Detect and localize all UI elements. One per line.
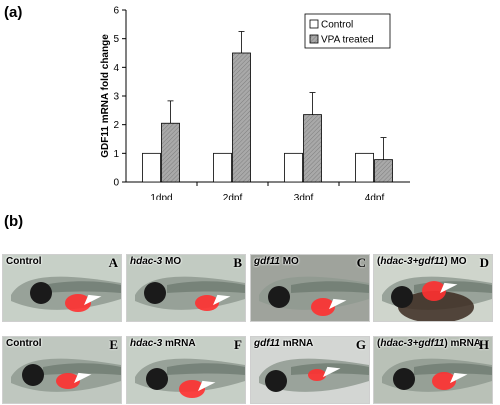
y-tick-label: 4 <box>113 63 119 74</box>
label-gene: gdf11 <box>254 338 280 349</box>
bar-control <box>213 152 232 183</box>
x-tick-label: 2dpf <box>223 193 243 200</box>
micrograph-label: Control <box>6 338 42 349</box>
label-gene: hdac-3+gdf11 <box>380 338 445 349</box>
bar-vpa-treated <box>374 159 393 183</box>
subpanel-letter: F <box>234 337 242 352</box>
panel-a-label: (a) <box>4 4 23 21</box>
label-gene: hdac-3 <box>130 256 163 267</box>
micrograph-h: (hdac-3+gdf11) mRNA H <box>373 336 493 404</box>
subpanel-letter: C <box>356 255 366 270</box>
micrograph-label: (hdac-3+gdf11) mRNA <box>377 338 481 349</box>
x-tick-label: 3dpf <box>294 193 314 200</box>
panel-b-label: (b) <box>4 213 24 230</box>
y-tick-label: 5 <box>113 34 119 45</box>
y-tick-label: 0 <box>113 178 119 189</box>
micrograph-label: hdac-3 MO <box>130 256 181 267</box>
legend <box>304 13 391 49</box>
legend-label: Control <box>321 20 353 31</box>
label-gene: gdf11 <box>254 256 280 267</box>
micrograph-e: Control E <box>2 336 122 404</box>
legend-swatch <box>309 34 319 44</box>
zebrafish-larva-image <box>259 276 369 316</box>
bar-chart: 0 1 2 3 4 5 6 GDF11 mRNA fold change 1dpd 2dpf 3dp… <box>100 6 410 200</box>
subpanel-letter: B <box>233 255 242 270</box>
subpanel-letter: E <box>109 337 118 352</box>
y-axis-label: GDF11 mRNA fold change <box>100 34 111 158</box>
zebrafish-larva-image <box>135 358 245 398</box>
x-tick-label: 4dpf <box>365 193 385 200</box>
legend-swatch <box>309 19 319 29</box>
zebrafish-larva-image <box>382 276 492 321</box>
micrograph-label: gdf11 MO <box>254 256 299 267</box>
zebrafish-larva-image <box>11 358 121 392</box>
bar-vpa-treated <box>161 122 180 183</box>
bar-control <box>142 152 161 183</box>
micrograph-label: Control <box>6 256 42 267</box>
x-tick-label: 1dpd <box>150 193 172 200</box>
micrograph-f: hdac-3 mRNA F <box>126 336 246 404</box>
zebrafish-larva-image <box>259 358 369 392</box>
label-prefix: Control <box>6 338 42 349</box>
label-prefix: Control <box>6 256 42 267</box>
zebrafish-larva-image <box>382 358 492 392</box>
label-suffix: mRNA <box>162 338 196 349</box>
label-suffix: mRNA <box>279 338 314 349</box>
micrograph-d: (hdac-3+gdf11) MO D <box>373 254 493 322</box>
y-tick-label: 2 <box>113 120 119 131</box>
micrograph-c: gdf11 MO C <box>250 254 370 322</box>
label-suffix: ) MO <box>444 256 467 267</box>
bar-control <box>355 152 374 183</box>
zebrafish-larva-image <box>135 276 245 311</box>
subpanel-letter: A <box>108 255 118 270</box>
label-prefix: ( <box>377 338 381 349</box>
label-suffix: MO <box>162 256 182 267</box>
bar-vpa-treated <box>303 114 322 183</box>
y-tick-label: 6 <box>113 6 119 17</box>
micrograph-label: gdf11 mRNA <box>254 338 313 349</box>
micrograph-label: hdac-3 mRNA <box>130 338 196 349</box>
subpanel-letter: H <box>478 337 489 352</box>
y-tick-label: 3 <box>113 92 119 103</box>
micrograph-label: (hdac-3+gdf11) MO <box>377 256 467 267</box>
micrograph-g: gdf11 mRNA G <box>250 336 370 404</box>
legend-label: VPA treated <box>321 35 374 46</box>
micrograph-b: hdac-3 MO B <box>126 254 246 322</box>
label-gene: hdac-3+gdf11 <box>380 256 445 267</box>
bar-control <box>284 152 303 183</box>
label-suffix: ) mRNA <box>444 338 482 349</box>
zebrafish-larva-image <box>11 276 121 312</box>
y-tick-label: 1 <box>113 149 119 160</box>
subpanel-letter: D <box>479 255 489 270</box>
bar-vpa-treated <box>232 52 251 183</box>
micrograph-a: Control A <box>2 254 122 322</box>
label-suffix: MO <box>279 256 299 267</box>
label-gene: hdac-3 <box>130 338 163 349</box>
label-prefix: ( <box>377 256 381 267</box>
subpanel-letter: G <box>355 337 366 352</box>
